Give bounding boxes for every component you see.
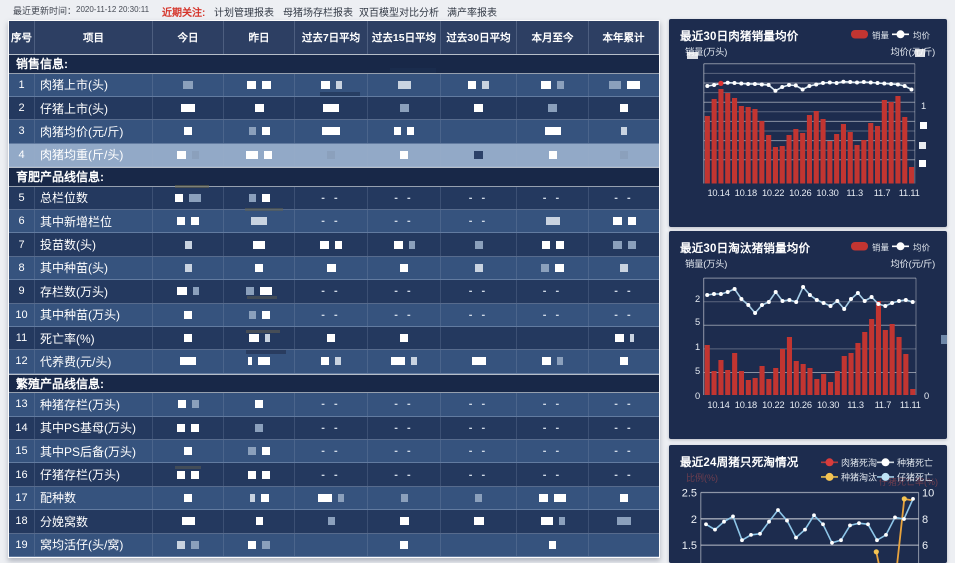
svg-text:0: 0 <box>695 391 700 401</box>
svg-text:销量(万头): 销量(万头) <box>685 258 727 269</box>
svg-text:10.22: 10.22 <box>762 400 784 410</box>
svg-text:11.3: 11.3 <box>846 188 863 198</box>
svg-text:肉猪死淘: 肉猪死淘 <box>841 457 877 468</box>
svg-text:均价(元/斤): 均价(元/斤) <box>890 46 935 57</box>
svg-text:0: 0 <box>924 391 929 401</box>
svg-text:均价: 均价 <box>913 243 931 253</box>
svg-text:销量: 销量 <box>872 243 890 253</box>
svg-text:1: 1 <box>921 101 926 111</box>
svg-text:5: 5 <box>695 366 700 376</box>
svg-text:10.18: 10.18 <box>735 400 757 410</box>
svg-text:10.22: 10.22 <box>762 188 784 198</box>
svg-text:仔猪死亡: 仔猪死亡 <box>897 471 933 482</box>
svg-text:10: 10 <box>922 488 934 500</box>
svg-text:11.11: 11.11 <box>899 188 920 198</box>
svg-text:销量(万头): 销量(万头) <box>685 46 727 57</box>
svg-text:11.11: 11.11 <box>900 400 921 410</box>
svg-text:10.26: 10.26 <box>790 400 812 410</box>
svg-text:8: 8 <box>922 514 928 526</box>
svg-text:11.7: 11.7 <box>874 188 891 198</box>
svg-text:11.7: 11.7 <box>875 400 892 410</box>
svg-text:2: 2 <box>691 514 697 526</box>
svg-text:10.30: 10.30 <box>817 400 839 410</box>
svg-text:6: 6 <box>922 540 928 552</box>
svg-text:11.3: 11.3 <box>847 400 864 410</box>
svg-text:种猪死亡: 种猪死亡 <box>897 457 933 468</box>
svg-text:均价: 均价 <box>913 31 931 41</box>
svg-text:10.18: 10.18 <box>735 188 757 198</box>
svg-text:均价(元/斤): 均价(元/斤) <box>890 258 935 269</box>
svg-text:2: 2 <box>695 294 700 304</box>
svg-text:10.26: 10.26 <box>789 188 811 198</box>
svg-text:10.14: 10.14 <box>707 400 729 410</box>
svg-text:种猪淘汰: 种猪淘汰 <box>841 471 877 482</box>
svg-text:10.14: 10.14 <box>707 188 729 198</box>
svg-text:销量: 销量 <box>872 31 890 41</box>
svg-text:1.5: 1.5 <box>682 540 697 552</box>
svg-text:1: 1 <box>695 342 700 352</box>
svg-text:2.5: 2.5 <box>682 488 697 500</box>
svg-text:10.30: 10.30 <box>816 188 838 198</box>
svg-text:5: 5 <box>695 317 700 327</box>
